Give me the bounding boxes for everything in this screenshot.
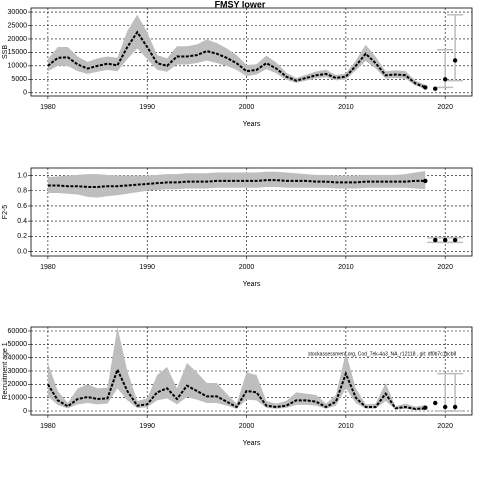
y-tick-label: 0.4 xyxy=(17,218,27,225)
forecast-point xyxy=(452,237,458,243)
y-tick-label: 30000 xyxy=(8,9,28,16)
y-axis-label: SSB xyxy=(2,45,9,59)
plot-frame xyxy=(30,7,473,97)
y-tick-label: 0.0 xyxy=(17,248,27,255)
y-axis-label: Recruitment age 1 xyxy=(2,342,9,399)
y-tick-label: 10000 xyxy=(8,63,28,70)
y-tick-label: 20000 xyxy=(8,36,28,43)
y-tick-label: 0 xyxy=(23,90,27,97)
forecast-point xyxy=(423,85,428,90)
x-tick-label: 2000 xyxy=(239,264,255,271)
y-tick-label: 30000 xyxy=(8,368,28,375)
x-tick-label: 1980 xyxy=(40,104,56,111)
y-tick-label: 5000 xyxy=(11,76,27,83)
estimate-line xyxy=(47,367,426,411)
forecast-point xyxy=(423,178,428,184)
y-tick-label: 0 xyxy=(23,408,27,415)
plot-frame xyxy=(30,167,473,257)
x-tick-label: 2010 xyxy=(338,104,354,111)
forecast-point xyxy=(442,404,448,410)
y-tick-label: 20000 xyxy=(8,381,28,388)
x-axis-label: Years xyxy=(243,121,261,128)
y-tick-label: 0.8 xyxy=(17,188,27,195)
y-tick-label: 15000 xyxy=(8,49,28,56)
x-tick-label: 2010 xyxy=(338,264,354,271)
forecast-point xyxy=(433,237,438,243)
plot-frame xyxy=(30,326,473,416)
y-tick-label: 0.2 xyxy=(17,233,27,240)
x-tick-label: 1990 xyxy=(139,104,155,111)
confidence-band xyxy=(47,14,426,90)
forecast-point xyxy=(433,86,438,91)
x-tick-label: 1990 xyxy=(139,264,155,271)
x-tick-label: 1990 xyxy=(139,423,155,430)
y-tick-label: 1.0 xyxy=(17,172,27,179)
x-axis-label: Years xyxy=(243,440,261,447)
y-tick-label: 25000 xyxy=(8,22,28,29)
chart-title: FMSY lower xyxy=(215,0,266,9)
forecast-point xyxy=(433,400,438,406)
x-tick-label: 2020 xyxy=(437,104,453,111)
x-tick-label: 2010 xyxy=(338,423,354,430)
y-tick-label: 50000 xyxy=(8,341,28,348)
forecast-point xyxy=(423,405,428,410)
forecast-point xyxy=(452,58,458,63)
estimate-line xyxy=(47,30,426,89)
x-tick-label: 2000 xyxy=(239,104,255,111)
x-tick-label: 1980 xyxy=(40,264,56,271)
confidence-band xyxy=(47,171,426,198)
x-tick-label: 1980 xyxy=(40,423,56,430)
y-tick-label: 0.6 xyxy=(17,203,27,210)
y-axis-label: F2-5 xyxy=(2,205,9,220)
x-axis-label: Years xyxy=(243,281,261,288)
annotation: stockassessment.org, Cod_7ek-4a3_NA_r121… xyxy=(308,351,457,357)
x-tick-label: 2020 xyxy=(437,264,453,271)
forecast-point xyxy=(442,237,448,243)
x-tick-label: 2020 xyxy=(437,423,453,430)
forecast-point xyxy=(452,404,458,410)
forecast-point xyxy=(442,77,448,82)
x-tick-label: 2000 xyxy=(239,423,255,430)
y-tick-label: 60000 xyxy=(8,328,28,335)
confidence-band xyxy=(47,327,426,411)
y-tick-label: 10000 xyxy=(8,395,28,402)
y-tick-label: 40000 xyxy=(8,355,28,362)
estimate-line xyxy=(47,179,426,188)
